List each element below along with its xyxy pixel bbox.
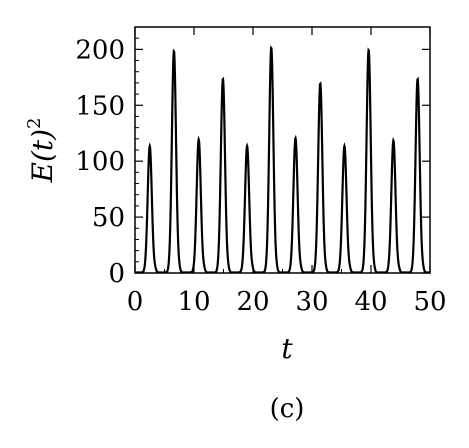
series-group <box>135 45 430 274</box>
panel-label: (c) <box>270 394 305 424</box>
y-axis-label: E(t) <box>26 129 59 184</box>
x-tick-label: 30 <box>295 287 328 317</box>
y-tick-label: 0 <box>108 259 125 289</box>
x-axis-ticks: 0 10 20 30 40 50 <box>127 27 447 317</box>
series-line <box>135 45 430 274</box>
y-axis-ticks: 0 50 100 150 200 <box>75 35 430 289</box>
y-tick-label: 150 <box>75 91 125 121</box>
y-tick-label: 200 <box>75 35 125 65</box>
x-tick-label: 0 <box>127 287 144 317</box>
y-tick-label: 100 <box>75 147 125 177</box>
y-axis-label-group: E(t)2 <box>24 118 59 184</box>
plot-frame <box>134 26 431 274</box>
x-tick-label: 50 <box>413 287 446 317</box>
x-tick-label: 20 <box>236 287 269 317</box>
svg-text:E(t)2: E(t)2 <box>24 118 59 184</box>
x-tick-label: 40 <box>354 287 387 317</box>
y-axis-label-exponent: 2 <box>24 118 45 129</box>
y-tick-label: 50 <box>92 203 125 233</box>
x-axis-label: t <box>281 332 293 365</box>
x-tick-label: 10 <box>177 287 210 317</box>
